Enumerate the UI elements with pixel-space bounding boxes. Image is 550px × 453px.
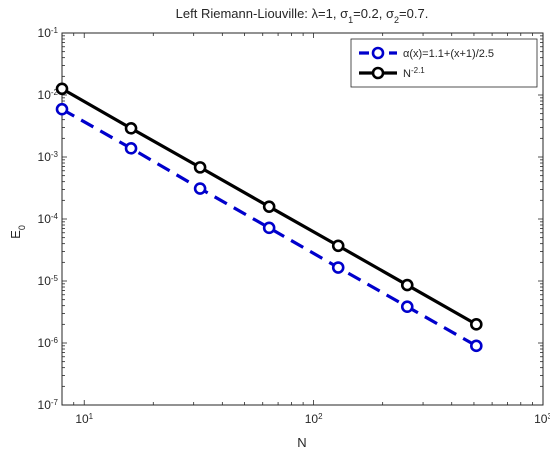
series-1-point <box>193 161 207 174</box>
title-subscript: 1 <box>348 15 353 25</box>
y-tick-label-base: 10 <box>38 150 52 164</box>
title-text: =0.2, σ <box>353 6 394 21</box>
y-tick-label-base: 10 <box>38 336 52 350</box>
series-layer <box>55 82 483 353</box>
series-1-point <box>331 239 345 253</box>
series-0-point <box>331 261 345 274</box>
y-tick-label-exponent: -1 <box>51 26 59 35</box>
y-tick-label-exponent: -3 <box>51 150 59 159</box>
y-tick-label: 10-4 <box>38 212 59 227</box>
x-tick-label-base: 10 <box>305 412 319 426</box>
series-1-point <box>470 318 483 331</box>
series-0-point <box>124 142 138 155</box>
series-0-point <box>193 182 207 195</box>
y-tick-label: 10-6 <box>38 336 59 351</box>
legend-marker-1 <box>371 66 385 80</box>
x-tick-label-base: 10 <box>75 412 89 426</box>
y-tick-label-exponent: -2 <box>51 88 59 97</box>
y-tick-label: 10-7 <box>38 398 59 413</box>
y-tick-label-base: 10 <box>38 26 52 40</box>
x-tick-label-exponent: 1 <box>89 412 94 421</box>
y-tick-label: 10-5 <box>38 274 59 289</box>
y-tick-label: 10-1 <box>38 26 59 41</box>
legend-label-text: N <box>403 68 411 80</box>
y-tick-label-exponent: -4 <box>51 212 59 221</box>
legend-label-text: α(x)=1.1+(x+1)/2.5 <box>403 48 494 60</box>
title-subscript: 2 <box>394 15 399 25</box>
series-1-point <box>55 82 69 96</box>
y-tick-label-base: 10 <box>38 88 52 102</box>
y-tick-label: 10-2 <box>38 88 59 103</box>
title-text: Left Riemann-Liouville: λ=1, σ <box>176 6 348 21</box>
y-tick-label: 10-3 <box>38 150 59 165</box>
y-tick-label-exponent: -7 <box>51 398 59 407</box>
y-tick-label-base: 10 <box>38 212 52 226</box>
y-axis-label-sub: 0 <box>17 225 27 230</box>
legend-marker-0 <box>371 46 385 60</box>
x-tick-label-base: 10 <box>534 412 548 426</box>
x-tick-label-exponent: 2 <box>318 412 323 421</box>
title-text: =0.7. <box>399 6 428 21</box>
x-tick-label-exponent: 3 <box>547 412 550 421</box>
x-tick-label: 102 <box>305 412 323 427</box>
y-tick-label-base: 10 <box>38 274 52 288</box>
series-0-point <box>55 102 69 116</box>
legend-label-1: N-2.1 <box>403 66 425 81</box>
series-0-point <box>470 339 483 353</box>
x-tick-label: 101 <box>75 412 93 427</box>
y-axis-label: E0 <box>8 225 27 239</box>
series-0-point <box>400 300 414 314</box>
series-1-point <box>400 278 414 292</box>
y-tick-label-exponent: -5 <box>51 274 59 283</box>
legend: α(x)=1.1+(x+1)/2.5 N-2.1 <box>350 38 538 88</box>
legend-label-0: α(x)=1.1+(x+1)/2.5 <box>403 48 494 60</box>
plot-frame <box>61 32 544 406</box>
y-axis-label-main: E <box>8 230 23 239</box>
y-tick-label-exponent: -6 <box>51 336 59 345</box>
legend-box <box>350 38 538 88</box>
series-0-point <box>262 221 276 235</box>
legend-label-superscript: -2.1 <box>411 66 425 75</box>
chart-title: Left Riemann-Liouville: λ=1, σ1=0.2, σ2=… <box>176 6 429 25</box>
y-tick-label-base: 10 <box>38 398 52 412</box>
series-1-point <box>124 122 138 135</box>
series-1-point <box>262 200 276 213</box>
x-tick-label: 103 <box>534 412 550 427</box>
x-axis-label: N <box>297 435 306 450</box>
